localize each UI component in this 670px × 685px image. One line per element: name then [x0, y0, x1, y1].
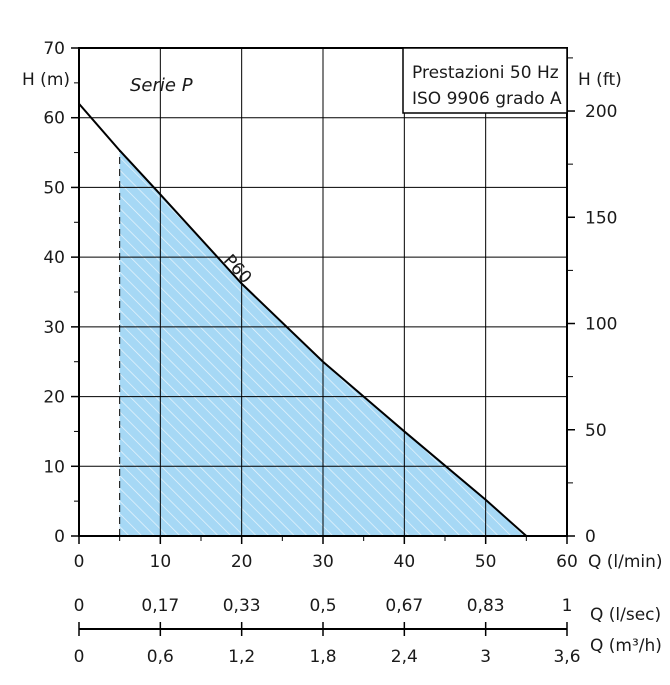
y-tick-label: 50 — [43, 178, 65, 198]
x-tick-label: 0 — [74, 552, 85, 572]
y-tick-label: 20 — [43, 388, 65, 408]
x-axis-label-m3h: Q (m³/h) — [590, 636, 662, 656]
lsec-tick-label: 0,67 — [385, 596, 423, 616]
lsec-tick-label: 0 — [74, 596, 85, 616]
m3h-tick-label: 2,4 — [391, 647, 418, 667]
lsec-tick-label: 0,33 — [223, 596, 261, 616]
y-tick-label: 40 — [43, 248, 65, 268]
lsec-tick-label: 0,5 — [309, 596, 336, 616]
x-axis-label: Q (l/min) — [588, 552, 663, 572]
m3h-tick-label: 0,6 — [147, 647, 174, 667]
note-line-1: Prestazioni 50 Hz — [412, 63, 559, 83]
operating-area-layer — [119, 150, 527, 537]
info-box — [402, 47, 568, 114]
y-tick-label: 70 — [43, 39, 65, 59]
m3h-tick-label: 1,8 — [309, 647, 336, 667]
lsec-tick-label: 1 — [562, 596, 573, 616]
m3h-tick-label: 0 — [74, 647, 85, 667]
x-tick-label: 50 — [475, 552, 497, 572]
m3h-tick-label: 3,6 — [553, 647, 580, 667]
y-tick-label: 10 — [43, 457, 65, 477]
ft-tick-label: 50 — [585, 421, 607, 441]
m3h-tick-label: 3 — [480, 647, 491, 667]
right-axis-label: H (ft) — [578, 70, 622, 90]
lsec-tick-label: 0,17 — [141, 596, 179, 616]
ft-tick-label: 100 — [585, 315, 617, 335]
series-label: Serie P — [130, 75, 193, 96]
note-line-2: ISO 9906 grado A — [412, 89, 562, 109]
y-tick-label: 60 — [43, 109, 65, 129]
m3h-tick-label: 1,2 — [228, 647, 255, 667]
x-tick-label: 20 — [231, 552, 253, 572]
x-tick-label: 10 — [150, 552, 172, 572]
ft-tick-label: 0 — [585, 527, 596, 547]
ft-tick-label: 200 — [585, 102, 617, 122]
lsec-tick-label: 0,83 — [467, 596, 505, 616]
y-tick-label: 0 — [54, 527, 65, 547]
x-tick-label: 40 — [394, 552, 416, 572]
x-axis-label-lsec: Q (l/sec) — [590, 605, 661, 625]
x-tick-label: 30 — [312, 552, 334, 572]
x-tick-label: 60 — [556, 552, 578, 572]
operating-range-area — [119, 150, 527, 537]
left-axis-label: H (m) — [22, 70, 70, 90]
ft-tick-label: 150 — [585, 208, 617, 228]
grid-layer — [79, 48, 567, 536]
curve-p60 — [78, 103, 527, 537]
y-tick-label: 30 — [43, 318, 65, 338]
